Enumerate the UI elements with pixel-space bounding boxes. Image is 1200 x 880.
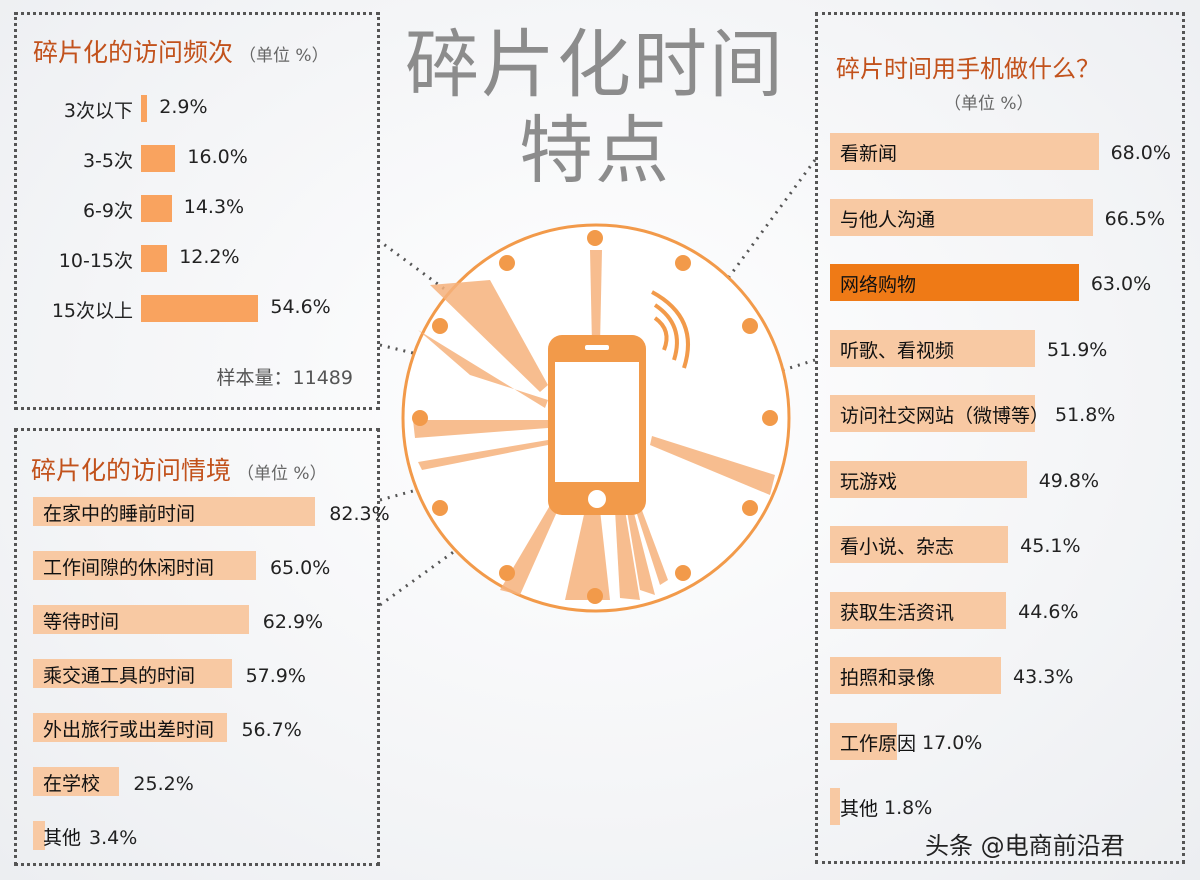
bar <box>141 295 259 322</box>
value-label: 16.0% <box>187 146 248 168</box>
unit-label: （单位 %） <box>237 464 327 484</box>
sample-size: 样本量：11489 <box>216 367 353 389</box>
category-label: 6-9次 <box>82 200 133 222</box>
value-label: 25.2% <box>133 773 194 795</box>
smartphone-icon <box>548 335 646 515</box>
bar <box>830 133 1099 170</box>
value-label: 62.9% <box>262 611 324 633</box>
category-label: 工作原因 <box>840 732 917 755</box>
value-label: 82.3% <box>329 503 390 525</box>
category-label: 乘交通工具的时间 <box>43 665 196 687</box>
value-label: 49.8% <box>1038 469 1100 492</box>
bar <box>830 460 1027 498</box>
chart-title: 碎片时间用手机做什么？ <box>836 55 1100 83</box>
value-label: 63.0% <box>1090 273 1152 295</box>
category-label: 访问社交网站（微博等） <box>840 405 1050 427</box>
light-rays <box>413 250 775 600</box>
value-label: 12.2% <box>179 246 240 268</box>
value-label: 45.1% <box>1020 535 1081 557</box>
category-label: 3次以下 <box>63 100 133 122</box>
bar <box>33 551 256 580</box>
value-label: 51.8% <box>1055 404 1116 426</box>
value-label: 2.9% <box>159 96 208 118</box>
value-label: 17.0% <box>922 731 983 754</box>
bar <box>830 788 840 825</box>
bar <box>33 497 316 526</box>
category-label: 等待时间 <box>43 611 120 633</box>
signal-waves-icon <box>651 290 690 369</box>
main-title-line1: 碎片化时间 <box>405 22 785 108</box>
value-label: 65.0% <box>269 557 331 579</box>
unit-label: （单位 %） <box>239 46 329 66</box>
bar <box>830 526 1009 563</box>
value-label: 43.3% <box>1013 666 1074 688</box>
category-label: 其他 <box>840 798 879 820</box>
value-label: 57.9% <box>245 665 306 687</box>
category-label: 3-5次 <box>82 150 133 172</box>
bar <box>830 722 898 760</box>
bar <box>830 591 1007 629</box>
watermark: 头条 @电商前沿君 <box>925 832 1125 860</box>
bar <box>830 198 1093 236</box>
category-label: 工作间隙的休闲时间 <box>43 557 215 579</box>
bar <box>33 767 120 796</box>
category-label: 获取生活资讯 <box>840 601 955 624</box>
value-label: 14.3% <box>183 196 245 218</box>
category-label: 与他人沟通 <box>840 208 936 231</box>
unit-label: （单位 %） <box>944 94 1034 114</box>
bar <box>830 329 1035 367</box>
value-label: 1.8% <box>884 797 933 819</box>
bar <box>830 395 1035 432</box>
value-label: 3.4% <box>89 827 138 849</box>
bar <box>141 95 148 122</box>
value-label: 54.6% <box>270 296 331 318</box>
bar <box>141 245 168 272</box>
clock-dots <box>412 230 778 604</box>
bar <box>33 605 249 634</box>
category-label: 10-15次 <box>58 250 133 272</box>
bar <box>33 821 45 850</box>
value-label: 51.9% <box>1047 338 1108 361</box>
category-label: 看小说、杂志 <box>840 536 955 558</box>
chart-title: 碎片化的访问情境 <box>31 456 232 485</box>
bar <box>33 659 232 688</box>
category-label: 15次以上 <box>51 300 133 322</box>
bar <box>830 657 1002 694</box>
value-label: 66.5% <box>1104 207 1166 230</box>
bar <box>830 264 1079 301</box>
bar <box>141 195 172 222</box>
category-label: 玩游戏 <box>840 470 898 493</box>
category-label: 看新闻 <box>840 143 898 165</box>
category-label: 网络购物 <box>840 274 917 296</box>
main-title: 碎片化时间 特点 <box>395 22 795 194</box>
panel-title: 碎片化的访问频次 （单位 %） <box>33 33 329 69</box>
category-label: 在学校 <box>43 773 101 795</box>
bar <box>33 713 228 742</box>
category-label: 听歌、看视频 <box>840 339 955 362</box>
panel-frequency: 碎片化的访问频次 （单位 %） 3次以下 2.9% 3-5次 16.0% 6-9次 14.3… <box>14 12 380 410</box>
category-label: 其他 <box>43 827 82 849</box>
main-title-line2: 特点 <box>519 108 671 194</box>
category-label: 在家中的睡前时间 <box>43 503 196 525</box>
panel-title: 碎片化的访问情境 （单位 %） <box>31 451 327 487</box>
value-label: 56.7% <box>241 719 302 741</box>
category-label: 拍照和录像 <box>840 667 936 689</box>
value-label: 44.6% <box>1018 600 1079 623</box>
panel-usage: 碎片时间用手机做什么？ （单位 %） 看新闻 68.0% 与他人沟通 66.5% 网络购… <box>815 12 1185 864</box>
chart-title: 碎片化的访问频次 <box>33 38 234 67</box>
bar <box>141 145 176 172</box>
value-label: 68.0% <box>1110 142 1171 164</box>
panel-context: 碎片化的访问情境 （单位 %） 在家中的睡前时间 82.3% 工作间隙的休闲时间 65.… <box>14 428 390 866</box>
category-label: 外出旅行或出差时间 <box>43 719 215 741</box>
